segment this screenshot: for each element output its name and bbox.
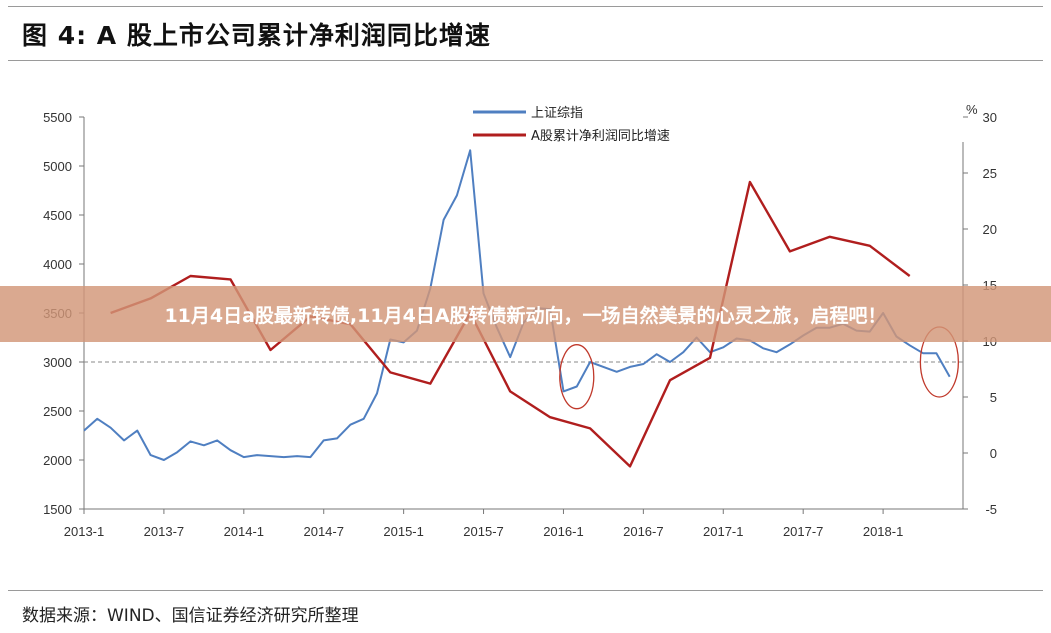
- banner-text: 11月4日a股最新转债,11月4日A股转债新动向，一场自然美景的心灵之旅，启程吧…: [164, 304, 887, 327]
- chart-legend: 上证综指 A股累计净利润同比增速: [473, 106, 670, 144]
- right-axis-tick-label: -5: [985, 502, 997, 517]
- overlay-banner[interactable]: 11月4日a股最新转债,11月4日A股转债新动向，一场自然美景的心灵之旅，启程吧…: [0, 286, 1051, 342]
- left-axis-tick-label: 4500: [43, 208, 72, 223]
- left-axis-tick-label: 2500: [43, 404, 72, 419]
- figure-title: 图 4: A 股上市公司累计净利润同比增速: [22, 21, 491, 50]
- legend-label-index: 上证综指: [531, 106, 583, 121]
- left-axis-tick-label: 3000: [43, 355, 72, 370]
- x-axis-tick-label: 2014-7: [303, 524, 343, 539]
- right-axis-tick-label: 20: [983, 222, 997, 237]
- x-axis-tick-label: 2016-1: [543, 524, 583, 539]
- right-axis-tick-label: 5: [990, 390, 997, 405]
- x-axis-tick-label: 2016-7: [623, 524, 663, 539]
- left-axis-tick-label: 4000: [43, 257, 72, 272]
- title-rule: [8, 60, 1043, 61]
- x-axis-tick-label: 2013-1: [64, 524, 104, 539]
- x-axis-tick-label: 2015-7: [463, 524, 503, 539]
- x-axis-tick-label: 2014-1: [224, 524, 264, 539]
- annotation-circle-2016: [559, 344, 595, 410]
- left-axis-tick-label: 5000: [43, 159, 72, 174]
- left-axis-tick-label: 5500: [43, 110, 72, 125]
- x-axis-tick-label: 2013-7: [144, 524, 184, 539]
- x-axis-tick-label: 2018-1: [863, 524, 903, 539]
- source-note: 数据来源：WIND、国信证券经济研究所整理: [22, 606, 359, 626]
- right-axis-unit: %: [966, 102, 978, 117]
- left-axis-tick-label: 2000: [43, 453, 72, 468]
- x-axis-tick-label: 2017-1: [703, 524, 743, 539]
- left-axis-tick-label: 1500: [43, 502, 72, 517]
- right-axis-tick-label: 30: [983, 110, 997, 125]
- bottom-rule: [8, 590, 1043, 591]
- x-axis-tick-label: 2017-7: [783, 524, 823, 539]
- x-axis-tick-label: 2015-1: [383, 524, 423, 539]
- right-axis-tick-label: 0: [990, 446, 997, 461]
- right-axis-tick-label: 25: [983, 166, 997, 181]
- top-rule: [8, 6, 1043, 7]
- legend-label-profit: A股累计净利润同比增速: [531, 129, 670, 144]
